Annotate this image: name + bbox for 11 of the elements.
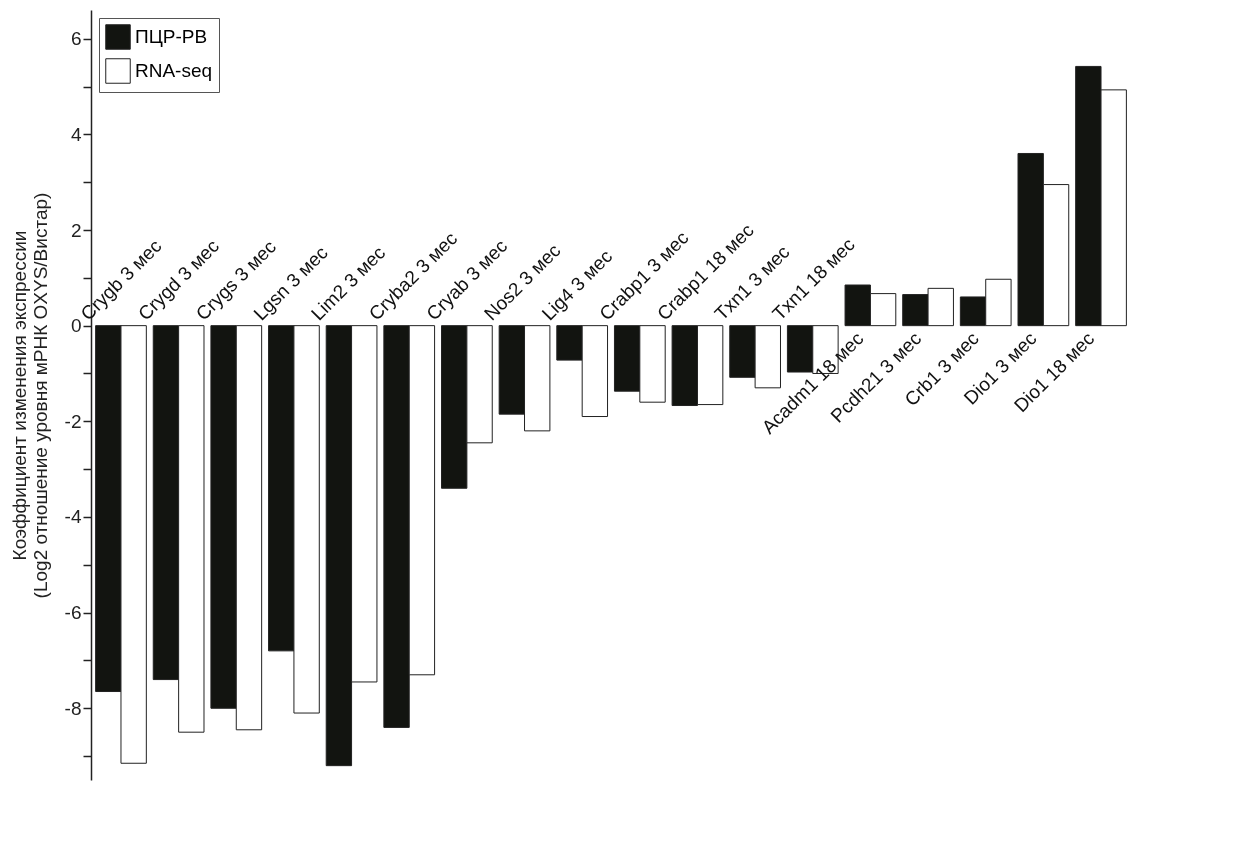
y-tick-label: 0 xyxy=(70,315,82,337)
y-tick-label: 2 xyxy=(70,219,82,241)
y-tick-label: 4 xyxy=(70,123,82,145)
y-axis-title: Коэффициент изменения экспрессии (Log2 отношение уровня мРНК OXYS/Вистар) xyxy=(8,192,51,599)
legend-label: ПЦР-РВ xyxy=(135,26,208,47)
legend-label: RNA-seq xyxy=(135,60,213,81)
y-tick-label: -6 xyxy=(64,602,82,624)
y-tick-label: -2 xyxy=(64,410,82,432)
y-tick-label: -8 xyxy=(64,697,82,719)
y-tick-label: -4 xyxy=(64,506,82,528)
y-tick-label: 6 xyxy=(70,28,82,50)
